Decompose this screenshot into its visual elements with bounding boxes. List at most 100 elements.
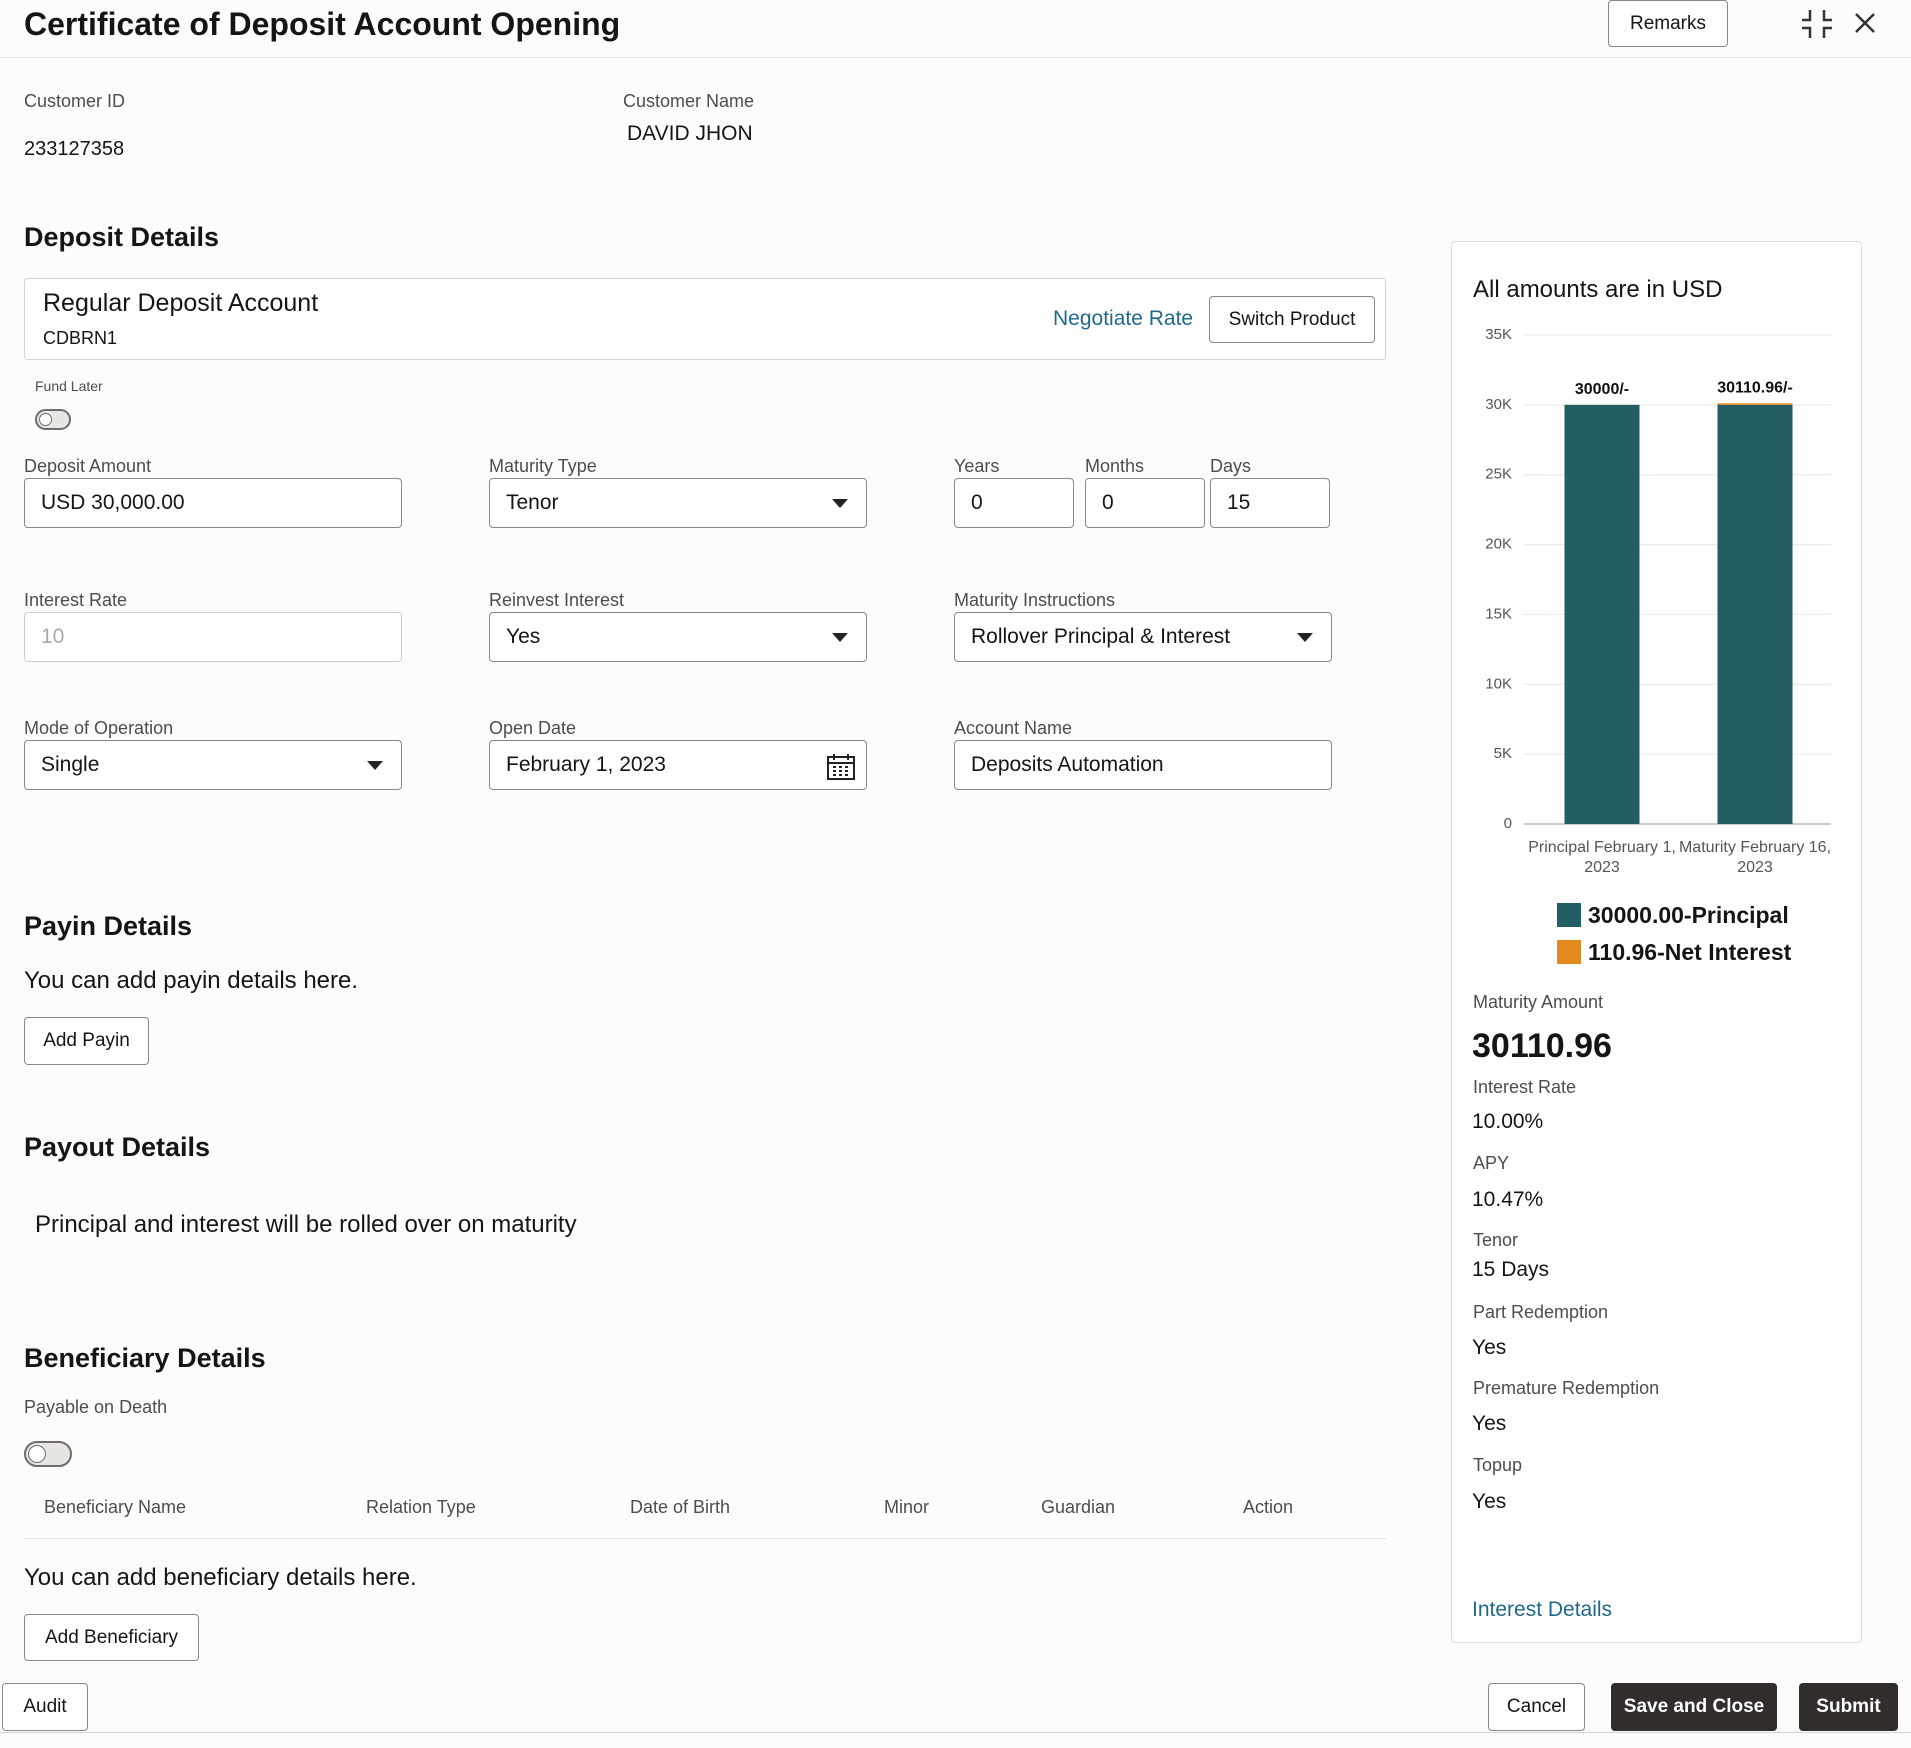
field-label: Open Date	[489, 718, 577, 738]
add-payin-button[interactable]: Add Payin	[24, 1017, 149, 1065]
save-close-button[interactable]: Save and Close	[1611, 1683, 1777, 1731]
submit-button[interactable]: Submit	[1799, 1683, 1898, 1731]
audit-button[interactable]: Audit	[2, 1683, 88, 1731]
add-beneficiary-button[interactable]: Add Beneficiary	[24, 1614, 199, 1661]
detail-value: 30110.96	[1472, 1027, 1612, 1065]
field-label: Days	[1210, 456, 1252, 476]
dropdown-caret	[367, 761, 383, 770]
close-icon[interactable]	[1854, 12, 1876, 34]
field-label: Mode of Operation	[24, 718, 174, 738]
input-field[interactable]: 15	[1210, 478, 1330, 528]
field-label: Interest Rate	[24, 590, 128, 610]
detail-label: Topup	[1473, 1455, 1523, 1475]
bar-label: 30000/-	[1575, 381, 1629, 398]
fund-later-toggle[interactable]	[35, 409, 71, 430]
dropdown[interactable]: Tenor	[489, 478, 867, 528]
field-value: 10	[41, 625, 65, 648]
field-value: Deposits Automation	[971, 753, 1164, 776]
beneficiary-text: You can add beneficiary details here.	[24, 1564, 417, 1591]
footer-divider	[0, 1732, 1911, 1733]
field-label: Maturity Instructions	[954, 590, 1116, 610]
field-value: Tenor	[506, 491, 559, 514]
column-header: Relation Type	[366, 1497, 476, 1517]
bar-segment	[1564, 404, 1640, 824]
column-header: Minor	[884, 1497, 930, 1517]
section-heading: Beneficiary Details	[24, 1343, 266, 1373]
detail-value: 10.00%	[1472, 1110, 1544, 1133]
detail-label: Part Redemption	[1473, 1302, 1609, 1322]
legend-label: 110.96-Net Interest	[1588, 939, 1792, 965]
field-label: Account Name	[954, 718, 1073, 738]
payout-text: Principal and interest will be rolled ov…	[35, 1211, 577, 1238]
input-field[interactable]: 0	[954, 478, 1074, 528]
field-value: Rollover Principal & Interest	[971, 625, 1231, 648]
field-label: Maturity Type	[489, 456, 597, 476]
calendar-icon[interactable]	[826, 753, 856, 781]
field-value: 15	[1227, 491, 1251, 514]
field-value: Yes	[506, 625, 541, 648]
dropdown[interactable]: Yes	[489, 612, 867, 662]
section-heading: Deposit Details	[24, 222, 220, 252]
y-tick-label: 35K	[1485, 326, 1512, 343]
detail-value: 15 Days	[1472, 1258, 1550, 1281]
bar-segment	[1717, 404, 1793, 824]
chart: 0 5K 10K 15K 20K 25K 30K 35K 30000/- 30110.96/-	[1485, 326, 1831, 832]
x-tick-label: Maturity February 16, 2023	[1678, 839, 1832, 876]
page-title: Certificate of Deposit Account Opening	[24, 6, 621, 42]
detail-value: Yes	[1472, 1412, 1507, 1435]
column-header: Action	[1243, 1497, 1294, 1517]
field-label: Deposit Amount	[24, 456, 152, 476]
field-label: Months	[1085, 456, 1145, 476]
dropdown-caret	[1297, 633, 1313, 642]
pod-toggle[interactable]	[24, 1441, 72, 1467]
field-label: Reinvest Interest	[489, 590, 625, 610]
y-tick-label: 0	[1504, 815, 1512, 832]
input-field[interactable]: 0	[1085, 478, 1205, 528]
dropdown-caret	[832, 633, 848, 642]
dropdown-caret	[832, 499, 848, 508]
legend-label: 30000.00-Principal	[1588, 902, 1789, 928]
customer-name: DAVID JHON	[627, 122, 753, 145]
y-tick-label: 10K	[1485, 675, 1512, 692]
interest-details-link[interactable]: Interest Details	[1472, 1598, 1613, 1621]
bar-segment	[1717, 403, 1793, 405]
field-value: 0	[1102, 491, 1114, 514]
column-header: Beneficiary Name	[44, 1497, 187, 1517]
detail-value: 10.47%	[1472, 1188, 1544, 1211]
detail-value: Yes	[1472, 1336, 1507, 1359]
negotiate-rate-link[interactable]: Negotiate Rate	[1053, 307, 1194, 330]
switch-product-button[interactable]: Switch Product	[1209, 296, 1375, 343]
column-header: Guardian	[1041, 1497, 1116, 1517]
product-name: Regular Deposit Account	[43, 289, 319, 317]
header-divider	[0, 57, 1911, 58]
dropdown[interactable]: Single	[24, 740, 402, 790]
section-heading: Payout Details	[24, 1132, 211, 1162]
dropdown[interactable]: Rollover Principal & Interest	[954, 612, 1332, 662]
pod-label: Payable on Death	[24, 1397, 168, 1417]
remarks-button[interactable]: Remarks	[1608, 0, 1728, 47]
product-card	[24, 278, 1386, 360]
customer-name-label: Customer Name	[623, 91, 755, 111]
cancel-button[interactable]: Cancel	[1488, 1683, 1585, 1731]
customer-id-label: Customer ID	[24, 91, 126, 111]
detail-label: APY	[1473, 1153, 1510, 1173]
detail-label: Premature Redemption	[1473, 1378, 1660, 1398]
input-field[interactable]: February 1, 2023	[489, 740, 867, 790]
customer-id: 233127358	[24, 138, 125, 160]
y-tick-label: 15K	[1485, 605, 1512, 622]
input-field[interactable]: USD 30,000.00	[24, 478, 402, 528]
field-value: 0	[971, 491, 983, 514]
payin-text: You can add payin details here.	[24, 967, 359, 994]
minimize-icon[interactable]	[1800, 8, 1834, 40]
detail-label: Interest Rate	[1473, 1077, 1577, 1097]
legend-swatch	[1557, 903, 1581, 927]
y-tick-label: 20K	[1485, 536, 1512, 553]
y-tick-label: 25K	[1485, 466, 1512, 483]
input-field[interactable]: Deposits Automation	[954, 740, 1332, 790]
column-header: Date of Birth	[630, 1497, 731, 1517]
bar-label: 30110.96/-	[1717, 380, 1793, 397]
detail-label: Maturity Amount	[1473, 992, 1604, 1012]
field-value: USD 30,000.00	[41, 491, 185, 514]
y-tick-label: 5K	[1494, 745, 1512, 762]
product-code: CDBRN1	[43, 328, 118, 348]
